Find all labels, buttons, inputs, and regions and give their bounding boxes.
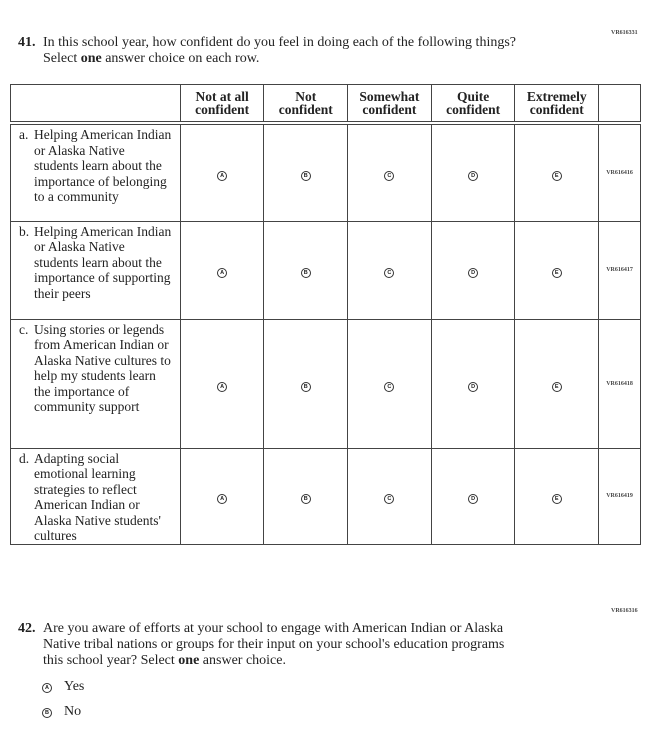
table-row: d. Adapting social emotional learning str… <box>10 447 641 546</box>
radio-bubble-icon[interactable]: D <box>468 494 479 505</box>
row-label: d. Adapting social emotional learning str… <box>10 447 181 546</box>
header-blank <box>10 84 181 124</box>
radio-bubble-icon[interactable]: A <box>42 683 52 693</box>
radio-bubble-icon[interactable]: E <box>551 494 562 505</box>
answer-cell[interactable]: A <box>179 447 265 546</box>
item-code: VR616418 <box>598 318 641 449</box>
radio-bubble-icon[interactable]: B <box>300 268 311 278</box>
radio-bubble-icon[interactable]: D <box>468 268 479 278</box>
table-row: a. Helping American Indian or Alaska Nati… <box>10 122 641 222</box>
item-code: VR616419 <box>598 447 641 546</box>
radio-bubble-icon[interactable]: A <box>217 381 228 392</box>
answer-label: No <box>64 704 82 719</box>
column-header: Not confident <box>263 84 349 124</box>
answer-cell[interactable]: C <box>347 122 432 222</box>
header-code-blank <box>598 84 641 124</box>
table-row: b. Helping American Indian or Alaska Nati… <box>10 220 641 320</box>
confidence-grid: Not at all confident Not confident Somewhat c… <box>10 84 641 546</box>
answer-cell[interactable]: B <box>263 122 349 222</box>
radio-bubble-icon[interactable]: A <box>217 268 228 278</box>
radio-bubble-icon[interactable]: C <box>384 268 395 278</box>
question-number: 42. <box>18 621 36 636</box>
question-number: 41. <box>18 35 36 50</box>
radio-bubble-icon[interactable]: B <box>300 494 311 505</box>
question-code: VR616316 <box>611 608 638 614</box>
radio-bubble-icon[interactable]: E <box>551 268 562 278</box>
row-label: c. Using stories or legends from American… <box>10 318 181 449</box>
row-label: a. Helping American Indian or Alaska Nati… <box>10 122 181 222</box>
answer-cell[interactable]: E <box>514 447 600 546</box>
radio-bubble-icon[interactable]: B <box>42 708 52 718</box>
answer-cell[interactable]: D <box>430 447 516 546</box>
answer-cell[interactable]: B <box>263 220 349 320</box>
answer-cell[interactable]: E <box>514 220 600 320</box>
column-header: Not at all confident <box>179 84 265 124</box>
table-row: c. Using stories or legends from American… <box>10 318 641 449</box>
radio-bubble-icon[interactable]: C <box>384 381 395 392</box>
radio-bubble-icon[interactable]: A <box>217 494 228 505</box>
answer-cell[interactable]: B <box>263 318 349 449</box>
radio-bubble-icon[interactable]: C <box>384 170 395 181</box>
question-instruction: this school year? Select one answer choi… <box>43 653 286 668</box>
answer-no[interactable]: B No <box>42 704 81 720</box>
row-label: b. Helping American Indian or Alaska Nati… <box>10 220 181 320</box>
radio-bubble-icon[interactable]: D <box>468 381 479 392</box>
answer-yes[interactable]: A Yes <box>42 679 84 695</box>
question-text: Native tribal nations or groups for thei… <box>43 637 505 652</box>
radio-bubble-icon[interactable]: B <box>300 170 311 181</box>
radio-bubble-icon[interactable]: E <box>551 170 562 181</box>
radio-bubble-icon[interactable]: D <box>468 170 479 181</box>
answer-cell[interactable]: D <box>430 220 516 320</box>
answer-cell[interactable]: C <box>347 220 432 320</box>
question-code: VR616331 <box>611 30 638 36</box>
answer-cell[interactable]: E <box>514 122 600 222</box>
answer-cell[interactable]: D <box>430 122 516 222</box>
radio-bubble-icon[interactable]: E <box>551 381 562 392</box>
answer-cell[interactable]: C <box>347 447 432 546</box>
column-header: Quite confident <box>430 84 516 124</box>
item-code: VR616417 <box>598 220 641 320</box>
answer-cell[interactable]: B <box>263 447 349 546</box>
question-41: 41. In this school year, how confident do… <box>18 35 516 67</box>
question-text: In this school year, how confident do yo… <box>43 35 516 50</box>
column-header: Somewhat confident <box>347 84 432 124</box>
answer-cell[interactable]: E <box>514 318 600 449</box>
question-instruction: Select one answer choice on each row. <box>43 51 260 66</box>
radio-bubble-icon[interactable]: C <box>384 494 395 505</box>
answer-label: Yes <box>64 679 85 694</box>
answer-cell[interactable]: A <box>179 318 265 449</box>
answer-cell[interactable]: A <box>179 220 265 320</box>
column-header: Extremely confident <box>514 84 600 124</box>
answer-cell[interactable]: D <box>430 318 516 449</box>
item-code: VR616416 <box>598 122 641 222</box>
radio-bubble-icon[interactable]: B <box>300 381 311 392</box>
radio-bubble-icon[interactable]: A <box>217 170 228 181</box>
answer-cell[interactable]: C <box>347 318 432 449</box>
answer-cell[interactable]: A <box>179 122 265 222</box>
question-text: Are you aware of efforts at your school … <box>43 621 504 636</box>
question-42: 42. Are you aware of efforts at your scho… <box>18 621 504 669</box>
